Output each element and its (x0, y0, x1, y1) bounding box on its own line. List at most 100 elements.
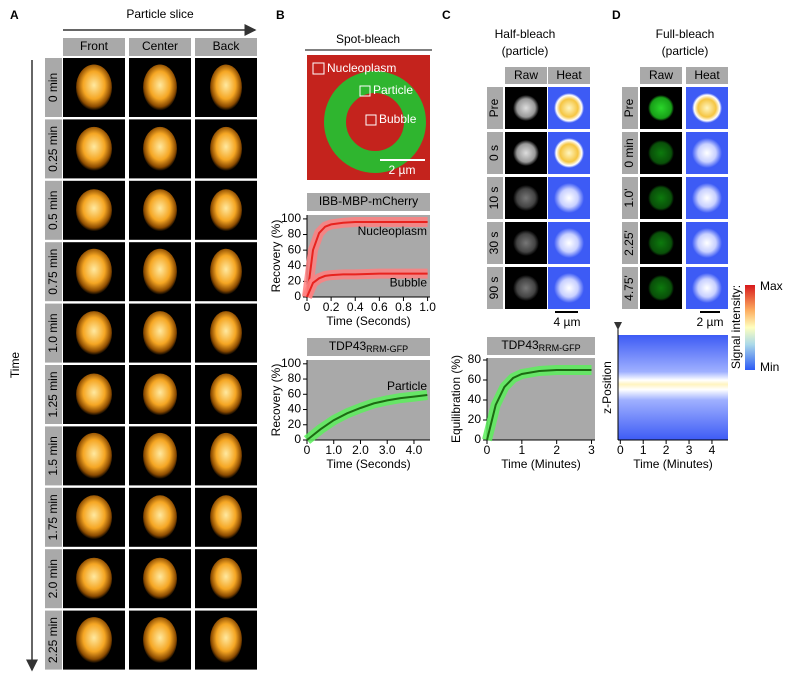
y-axis-label: Equilibration (%) (449, 355, 463, 443)
row-label: 2.25 min (46, 617, 60, 663)
y-tick-label: 0 (294, 432, 301, 446)
label-box (45, 119, 62, 179)
row-label: 1.5 min (46, 436, 60, 475)
row-label: 0.5 min (46, 191, 60, 230)
chart-title-text: TDP43 (501, 338, 539, 352)
y-axis-label: Recovery (%) (269, 364, 283, 437)
y-tick-label: 20 (288, 274, 302, 288)
colorbar-label: Signal intensity: (729, 285, 743, 369)
particle-image (210, 189, 242, 232)
x-tick-label: 4.0 (406, 443, 423, 457)
row-label: 0.75 min (46, 249, 60, 295)
axis-label: Time (8, 352, 22, 379)
chart-title-text: TDP43 (329, 339, 367, 353)
label-box (505, 67, 547, 84)
particle-image (143, 126, 177, 171)
particle-image (76, 557, 112, 600)
chart-title: TDP43RRM-GFP (501, 338, 580, 353)
x-axis-label: Time (Seconds) (326, 314, 410, 328)
row-label: 0 s (487, 145, 501, 161)
x-tick-label: 1 (640, 443, 647, 457)
row-label: 1.0 min (46, 313, 60, 352)
particle-image (76, 248, 112, 295)
particle-image (648, 95, 674, 121)
particle-image (76, 617, 112, 664)
particle-image (76, 126, 112, 171)
row-label: Pre (487, 98, 501, 117)
particle-image (648, 230, 674, 256)
roi-box (365, 114, 377, 126)
colorbar-min: Min (760, 360, 779, 374)
y-tick-label: 20 (468, 412, 482, 426)
label-box (307, 338, 430, 356)
x-tick-label: 1 (518, 443, 525, 457)
label-box (487, 267, 503, 309)
line (306, 394, 428, 441)
y-tick-label: 40 (468, 392, 482, 406)
particle-image (554, 138, 584, 168)
particle-image (554, 183, 584, 213)
particle-image (143, 189, 177, 232)
row-label: 10 s (487, 187, 501, 210)
region-label: Bubble (379, 112, 417, 126)
particle-image (76, 64, 112, 111)
plot-area (618, 335, 728, 440)
x-tick-label: 4 (709, 443, 716, 457)
x-tick-label: 3.0 (379, 443, 396, 457)
y-axis-label: Recovery (%) (269, 220, 283, 293)
x-tick-label: 0.2 (323, 300, 340, 314)
chart-title: IBB-MBP-mCherry (319, 194, 418, 208)
particle-image (143, 557, 177, 600)
label-box (622, 222, 638, 264)
y-tick-label: 60 (468, 372, 482, 386)
x-tick-label: 0.6 (371, 300, 388, 314)
row-label: 1.75 min (46, 494, 60, 540)
x-tick-label: 0 (304, 443, 311, 457)
particle-image (210, 248, 242, 295)
particle-image (143, 617, 177, 664)
y-tick-label: 0 (474, 432, 481, 446)
label-box (640, 67, 682, 84)
label-box (487, 132, 503, 174)
label-box (45, 487, 62, 547)
particle-image (76, 495, 112, 540)
particle-ring (324, 71, 426, 173)
row-label: 90 s (487, 277, 501, 300)
roi-box (359, 85, 371, 97)
particle-image (648, 140, 674, 166)
y-tick-label: 100 (281, 211, 301, 225)
particle-image (76, 189, 112, 232)
panel-label: D (612, 8, 621, 22)
series-label: Bubble (390, 276, 428, 290)
panel-label: A (10, 8, 19, 22)
label-box (45, 58, 62, 117)
particle-image (513, 275, 539, 301)
chart-title-text: IBB-MBP-mCherry (319, 194, 418, 208)
particle-image (210, 557, 242, 600)
particle-image (76, 432, 112, 479)
y-tick-label: 80 (288, 227, 302, 241)
x-tick-label: 3 (588, 443, 595, 457)
label-box (686, 67, 728, 84)
line (486, 369, 592, 441)
series-label: Particle (387, 379, 427, 393)
chart-title-subscript: RRM-GFP (539, 343, 581, 353)
particle-image (513, 95, 539, 121)
particle-image (648, 275, 674, 301)
scale-label: 4 µm (554, 315, 581, 329)
y-axis-label: z-Position (600, 361, 614, 414)
label-box (487, 177, 503, 219)
x-tick-label: 2.0 (352, 443, 369, 457)
label-box (45, 549, 62, 609)
column-header: Raw (514, 68, 538, 82)
label-box (307, 193, 430, 211)
x-axis-label: Time (Seconds) (326, 457, 410, 471)
row-label: 30 s (487, 232, 501, 255)
label-box (45, 610, 62, 670)
x-tick-label: 2 (663, 443, 670, 457)
row-label: 4.75' (622, 275, 636, 301)
x-axis-label: Time (Minutes) (633, 457, 713, 471)
y-tick-label: 80 (288, 371, 302, 385)
label-box (45, 426, 62, 486)
particle-image (513, 185, 539, 211)
